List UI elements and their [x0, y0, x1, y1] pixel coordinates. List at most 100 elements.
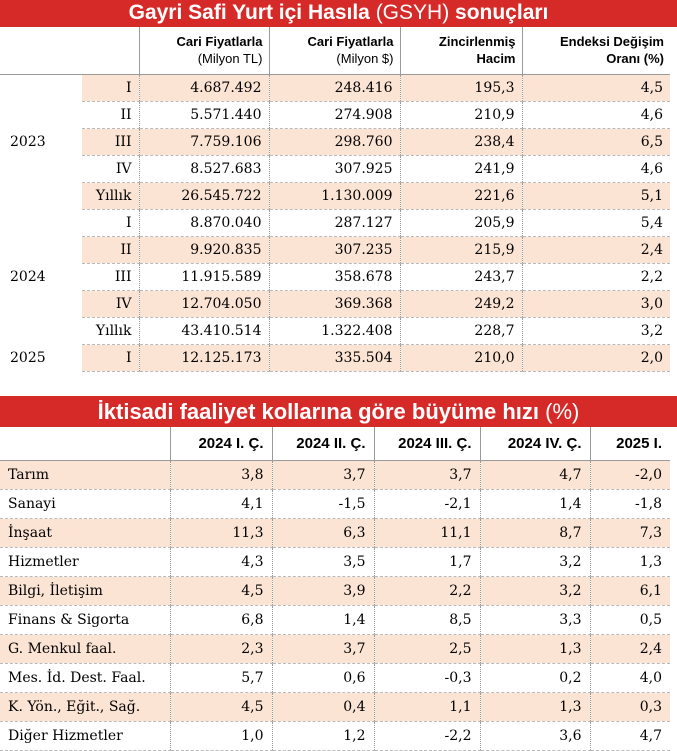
growth-value: -1,5	[271, 489, 374, 519]
gsyh-value-hacim: 215,9	[399, 236, 522, 264]
growth-value: 1,1	[373, 692, 480, 722]
growth-sector-label: Bilgi, İletişim	[0, 576, 170, 606]
growth-value: -0,3	[373, 663, 480, 693]
gsyh-value-usd: 1.322.408	[268, 317, 400, 345]
growth-value: 0,3	[589, 692, 670, 722]
gsyh-value-oran: 5,4	[521, 209, 670, 237]
growth-value: -1,8	[589, 489, 670, 519]
growth-title-banner: İktisadi faaliyet kollarına göre büyüme …	[0, 396, 677, 427]
growth-sector-label: K. Yön., Eğit., Sağ.	[0, 692, 170, 722]
growth-value: 8,5	[373, 605, 480, 635]
gsyh-value-tl: 7.759.106	[138, 128, 269, 156]
gsyh-value-hacim: 243,7	[399, 263, 522, 291]
gsyh-period: I	[82, 344, 139, 372]
gsyh-value-usd: 248.416	[268, 74, 400, 102]
growth-value: 2,4	[589, 634, 670, 664]
gsyh-value-usd: 369.368	[268, 290, 400, 318]
growth-value: 1,3	[479, 634, 590, 664]
gsyh-value-oran: 5,1	[521, 182, 670, 210]
gsyh-value-hacim: 210,9	[399, 101, 522, 129]
growth-title-unit: (%)	[545, 399, 580, 424]
gsyh-value-hacim: 205,9	[399, 209, 522, 237]
gsyh-period: Yıllık	[82, 317, 139, 345]
growth-value: 3,9	[271, 576, 374, 606]
growth-row: G. Menkul faal. 2,3 3,7 2,5 1,3 2,4	[0, 634, 670, 664]
growth-row: Sanayi 4,1 -1,5 -2,1 1,4 -1,8	[0, 489, 670, 519]
growth-value: 3,5	[271, 547, 374, 577]
growth-value: 8,7	[479, 518, 590, 548]
growth-row: Tarım 3,8 3,7 3,7 4,7 -2,0	[0, 460, 670, 490]
gsyh-value-usd: 1.130.009	[268, 182, 400, 210]
gsyh-value-tl: 8.870.040	[138, 209, 269, 237]
growth-header-col: 2024 III. Ç.	[373, 427, 480, 461]
gsyh-row: 2025 I 12.125.173 335.504 210,0 2,0	[0, 344, 670, 372]
growth-row: İnşaat 11,3 6,3 11,1 8,7 7,3	[0, 518, 670, 548]
growth-value: 1,2	[271, 721, 374, 751]
growth-value: 3,7	[373, 460, 480, 490]
gsyh-row: Yıllık 43.410.514 1.322.408 228,7 3,2	[0, 317, 670, 345]
growth-value: 0,5	[589, 605, 670, 635]
gsyh-row: II 5.571.440 274.908 210,9 4,6	[0, 101, 670, 129]
growth-value: 0,2	[479, 663, 590, 693]
growth-header-col: 2024 IV. Ç.	[479, 427, 590, 461]
gsyh-value-usd: 274.908	[268, 101, 400, 129]
gsyh-row: III 11.915.589 358.678 243,7 2,2	[0, 263, 670, 291]
gsyh-value-hacim: 238,4	[399, 128, 522, 156]
gsyh-title-part2: sonuçları	[449, 1, 549, 24]
gsyh-period: I	[82, 209, 139, 237]
growth-row: Bilgi, İletişim 4,5 3,9 2,2 3,2 6,1	[0, 576, 670, 606]
growth-value: 2,2	[373, 576, 480, 606]
growth-value: 3,3	[479, 605, 590, 635]
growth-table: 2024 I. Ç. 2024 II. Ç. 2024 III. Ç. 2024…	[0, 427, 670, 751]
gsyh-value-usd: 335.504	[268, 344, 400, 372]
growth-value: 1,3	[589, 547, 670, 577]
growth-value: -2,0	[589, 460, 670, 490]
growth-value: 4,1	[169, 489, 272, 519]
growth-row: K. Yön., Eğit., Sağ. 4,5 0,4 1,1 1,3 0,3	[0, 692, 670, 722]
growth-value: 2,3	[169, 634, 272, 664]
growth-value: 5,7	[169, 663, 272, 693]
growth-row: Hizmetler 4,3 3,5 1,7 3,2 1,3	[0, 547, 670, 577]
gsyh-period: IV	[82, 290, 139, 318]
growth-value: 6,8	[169, 605, 272, 635]
growth-row: Finans & Sigorta 6,8 1,4 8,5 3,3 0,5	[0, 605, 670, 635]
gsyh-row: II 9.920.835 307.235 215,9 2,4	[0, 236, 670, 264]
gsyh-header-tl: Cari Fiyatlarla (Milyon TL)	[138, 27, 269, 75]
gsyh-year-label: 2023	[0, 74, 82, 209]
growth-sector-label: Sanayi	[0, 489, 170, 519]
growth-row: Mes. İd. Dest. Faal. 5,7 0,6 -0,3 0,2 4,0	[0, 663, 670, 693]
gsyh-period: IV	[82, 155, 139, 183]
growth-value: 2,5	[373, 634, 480, 664]
growth-value: 3,7	[271, 460, 374, 490]
gsyh-value-hacim: 241,9	[399, 155, 522, 183]
gsyh-header-year	[0, 27, 82, 75]
gsyh-year-label: 2024	[0, 209, 82, 344]
growth-value: 0,6	[271, 663, 374, 693]
growth-value: 11,1	[373, 518, 480, 548]
gsyh-row: III 7.759.106 298.760 238,4 6,5	[0, 128, 670, 156]
gsyh-value-oran: 2,2	[521, 263, 670, 291]
gsyh-table: Cari Fiyatlarla (Milyon TL) Cari Fiyatlar…	[0, 27, 670, 372]
growth-value: 6,1	[589, 576, 670, 606]
gsyh-value-usd: 298.760	[268, 128, 400, 156]
growth-value: 7,3	[589, 518, 670, 548]
growth-value: 3,8	[169, 460, 272, 490]
gsyh-value-oran: 2,0	[521, 344, 670, 372]
gsyh-value-tl: 8.527.683	[138, 155, 269, 183]
growth-value: 1,3	[479, 692, 590, 722]
gsyh-value-hacim: 249,2	[399, 290, 522, 318]
growth-value: 4,5	[169, 576, 272, 606]
gsyh-value-oran: 3,2	[521, 317, 670, 345]
gsyh-value-oran: 3,0	[521, 290, 670, 318]
gsyh-value-tl: 4.687.492	[138, 74, 269, 102]
gsyh-value-oran: 2,4	[521, 236, 670, 264]
gsyh-header-period	[82, 27, 139, 75]
gsyh-value-usd: 307.235	[268, 236, 400, 264]
gsyh-header-usd: Cari Fiyatlarla (Milyon $)	[268, 27, 400, 75]
growth-value: -2,2	[373, 721, 480, 751]
growth-value: 4,5	[169, 692, 272, 722]
gsyh-period: III	[82, 263, 139, 291]
gsyh-value-tl: 11.915.589	[138, 263, 269, 291]
growth-value: 4,7	[479, 460, 590, 490]
gsyh-title-abbrev: (GSYH)	[375, 1, 450, 24]
